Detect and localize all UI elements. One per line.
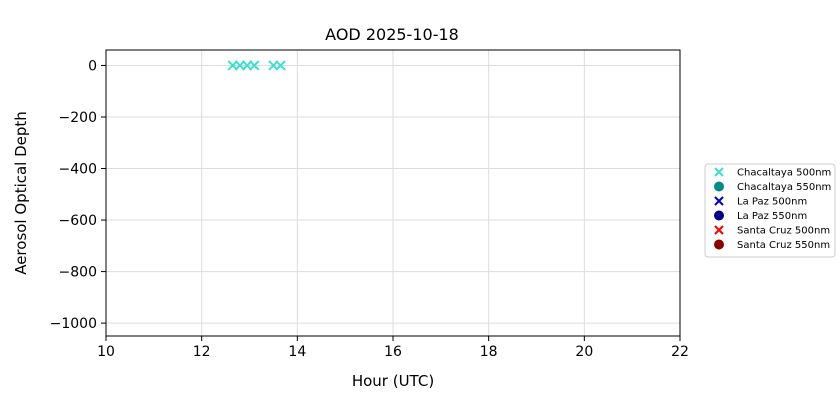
- legend-entry: Santa Cruz 550nm: [737, 240, 830, 251]
- legend-marker: [714, 239, 724, 250]
- y-tick-label: −1000: [50, 316, 97, 332]
- x-tick-label: 12: [193, 344, 211, 360]
- legend-entry: La Paz 550nm: [737, 211, 807, 222]
- x-tick-label: 18: [480, 344, 498, 360]
- legend-entry: Santa Cruz 500nm: [737, 226, 830, 237]
- y-tick-label: −400: [59, 162, 97, 178]
- data-point: [249, 60, 260, 71]
- chart-title: AOD 2025-10-18: [325, 25, 459, 44]
- legend-box: [704, 163, 836, 258]
- x-axis-label: Hour (UTC): [352, 372, 434, 390]
- legend-marker: [714, 210, 724, 221]
- legend-entry: Chacaltaya 500nm: [737, 168, 831, 179]
- legend-marker: [714, 225, 724, 235]
- x-tick-label: 20: [575, 344, 593, 360]
- y-axis-label: Aerosol Optical Depth: [12, 111, 30, 275]
- x-tick-label: 14: [288, 344, 306, 360]
- legend-marker: [714, 181, 724, 192]
- grid-lines: [105, 50, 681, 336]
- y-tick-label: −200: [59, 110, 97, 126]
- y-axis: 0 −200 −400 −600 −800 −1000: [50, 58, 106, 332]
- data-point: [275, 60, 286, 71]
- data-points: [227, 60, 286, 71]
- x-tick-label: 22: [671, 344, 689, 360]
- y-tick-label: −800: [59, 265, 97, 281]
- x-tick-label: 16: [384, 344, 402, 360]
- x-tick-label: 10: [97, 344, 115, 360]
- legend-marker: [714, 167, 724, 177]
- legend-entry: Chacaltaya 550nm: [737, 182, 831, 193]
- y-tick-label: −600: [59, 213, 97, 229]
- legend-entry: La Paz 500nm: [737, 197, 807, 208]
- x-axis: 10 12 14 16 18 20 22: [97, 336, 689, 360]
- legend: Chacaltaya 500nm Chacaltaya 550nm La Paz 5…: [704, 163, 836, 258]
- y-tick-label: 0: [88, 58, 97, 74]
- legend-marker: [714, 196, 724, 206]
